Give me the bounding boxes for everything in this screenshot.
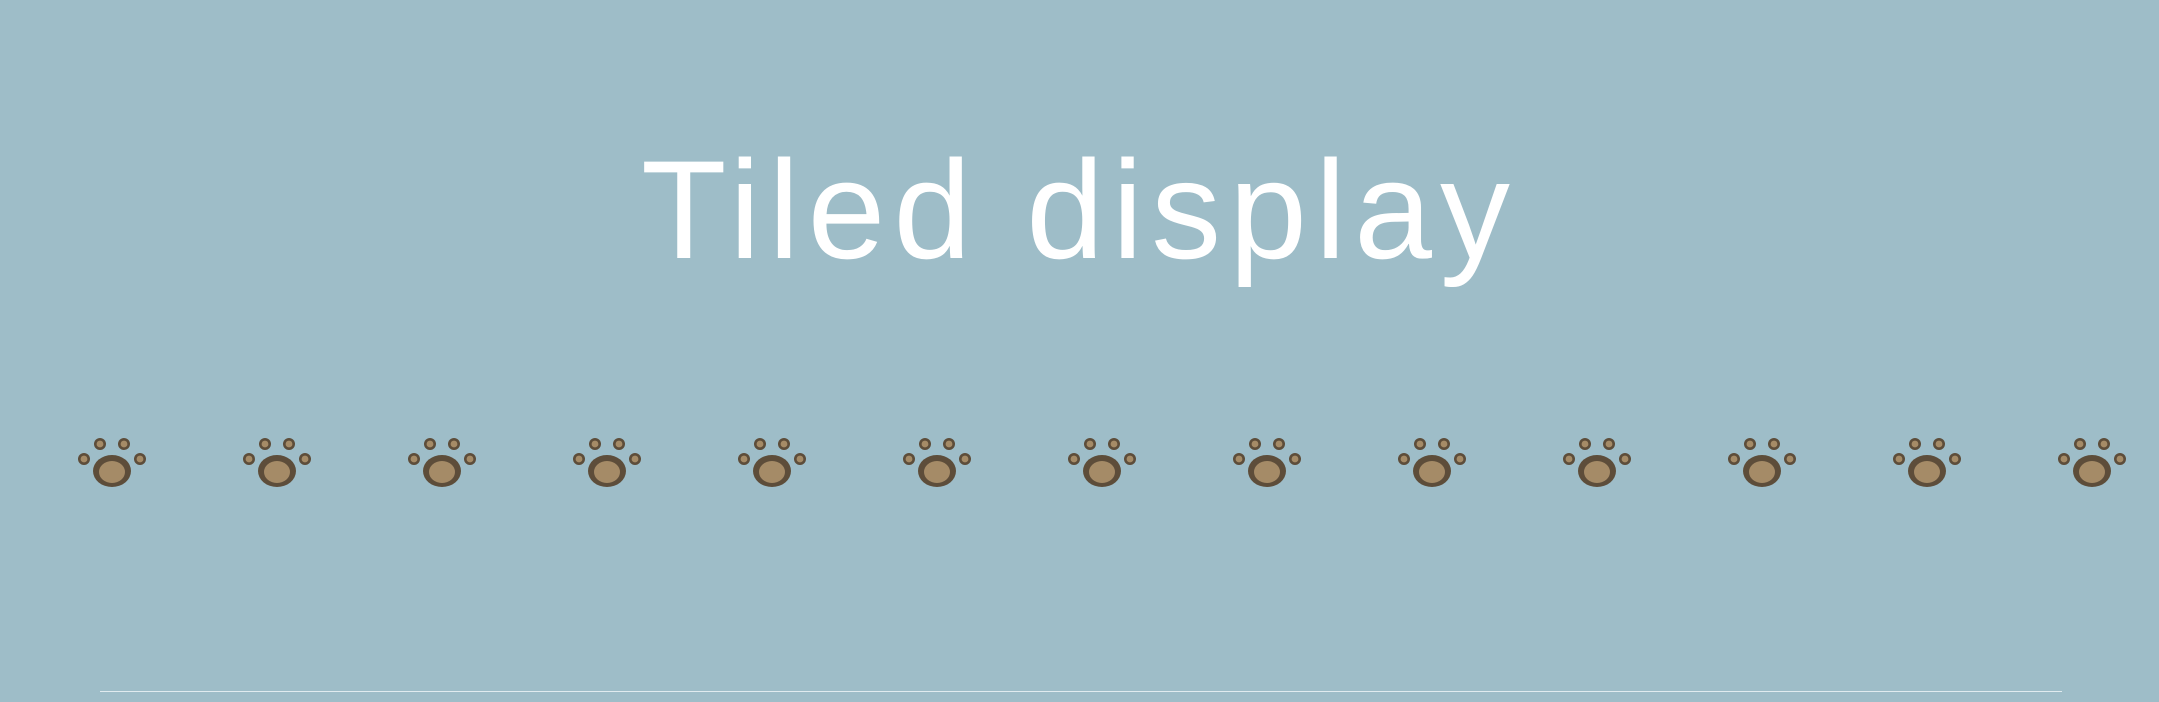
paw-print-icon	[72, 432, 152, 492]
bottom-divider	[100, 691, 2062, 692]
paw-print-icon	[1557, 432, 1637, 492]
paw-print-icon	[567, 432, 647, 492]
paw-print-icon	[402, 432, 482, 492]
paw-print-icon	[1392, 432, 1472, 492]
paw-print-icon	[1227, 432, 1307, 492]
paw-print-row	[72, 432, 2159, 492]
paw-print-icon	[1722, 432, 1802, 492]
paw-print-icon	[2052, 432, 2132, 492]
paw-print-icon	[897, 432, 977, 492]
page-title: Tiled display	[641, 131, 1518, 288]
paw-print-icon	[1062, 432, 1142, 492]
paw-print-icon	[237, 432, 317, 492]
paw-print-icon	[1887, 432, 1967, 492]
paw-print-icon	[732, 432, 812, 492]
